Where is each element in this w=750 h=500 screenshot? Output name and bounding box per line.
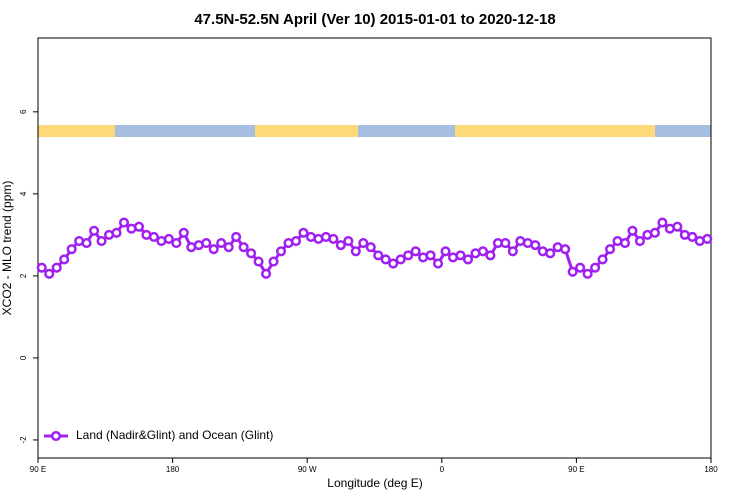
point	[298, 227, 309, 238]
point	[51, 262, 62, 273]
point	[388, 258, 399, 269]
y-tick-label: 2	[19, 273, 28, 278]
point	[201, 238, 212, 249]
point	[335, 240, 346, 251]
point	[96, 235, 107, 247]
point	[649, 227, 660, 238]
x-tick-label: 90 E	[30, 465, 46, 474]
point	[223, 242, 234, 253]
point	[246, 248, 257, 259]
x-axis-label: Longitude (deg E)	[327, 476, 422, 490]
point	[410, 246, 421, 257]
x-tick-label: 90 W	[298, 465, 317, 474]
land-ocean-band	[38, 125, 711, 137]
point	[440, 246, 451, 257]
point	[380, 254, 391, 265]
point	[231, 231, 242, 242]
point	[545, 248, 556, 259]
point	[59, 254, 70, 265]
x-tick-label: 0	[440, 465, 445, 474]
point	[672, 221, 683, 232]
legend-label: Land (Nadir&Glint) and Ocean (Glint)	[76, 428, 273, 442]
x-tick-label: 90 E	[568, 465, 584, 474]
point	[567, 266, 578, 277]
point	[477, 246, 488, 257]
point	[425, 250, 436, 261]
point	[178, 227, 189, 238]
point	[560, 244, 571, 255]
point	[111, 227, 122, 238]
point	[590, 262, 601, 273]
legend-marker	[50, 430, 62, 442]
point	[268, 256, 279, 267]
point	[500, 238, 511, 249]
x-tick-label: 180	[704, 465, 718, 474]
point	[253, 256, 264, 267]
point	[216, 238, 227, 249]
point	[462, 254, 474, 265]
point	[433, 258, 444, 269]
point	[36, 262, 47, 273]
point	[238, 242, 249, 253]
y-tick-label: -2	[19, 436, 28, 444]
point	[89, 225, 100, 236]
y-axis-label: XCO2 - MLO trend (ppm)	[0, 181, 14, 316]
point	[619, 238, 631, 249]
point	[395, 254, 406, 265]
point	[118, 217, 130, 228]
point	[163, 233, 174, 245]
plot-frame	[37, 37, 712, 459]
point	[485, 250, 496, 261]
y-tick-label: 0	[19, 355, 28, 360]
point	[373, 250, 384, 261]
point	[261, 268, 272, 279]
y-tick-label: 4	[19, 191, 28, 196]
point	[148, 231, 159, 242]
point	[290, 235, 302, 247]
point	[208, 244, 219, 255]
point	[455, 250, 466, 261]
point	[343, 235, 354, 247]
point	[403, 250, 414, 261]
point	[365, 242, 376, 253]
y-tick-label: 6	[19, 109, 28, 114]
point	[44, 268, 55, 279]
point	[530, 240, 541, 251]
point	[350, 246, 361, 257]
point	[328, 233, 339, 245]
x-tick-label: 180	[166, 465, 180, 474]
point	[133, 221, 144, 232]
chart-title: 47.5N-52.5N April (Ver 10) 2015-01-01 to…	[194, 11, 555, 28]
point	[358, 238, 369, 249]
point	[657, 217, 668, 228]
point	[575, 262, 586, 273]
point	[634, 235, 646, 247]
point	[702, 233, 713, 245]
point	[627, 225, 638, 236]
point	[81, 238, 92, 249]
point	[582, 268, 593, 279]
point	[605, 244, 616, 255]
point	[507, 246, 518, 257]
point	[171, 238, 182, 249]
point	[597, 254, 608, 265]
point	[66, 244, 77, 255]
point	[687, 231, 698, 242]
point	[275, 246, 287, 257]
